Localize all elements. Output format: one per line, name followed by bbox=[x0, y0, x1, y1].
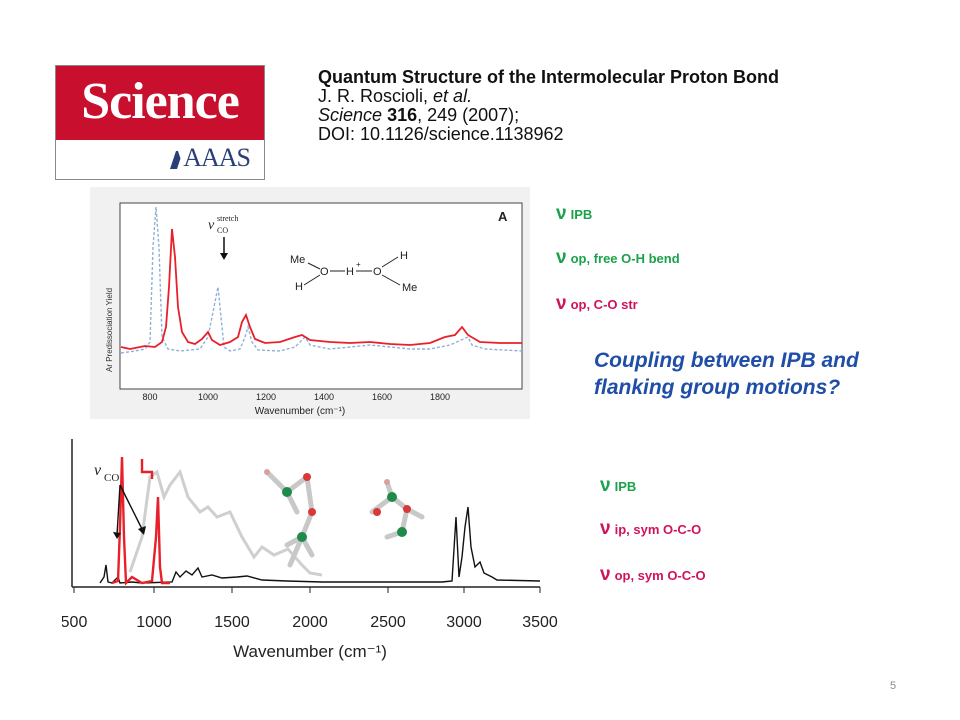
molecule-o2: O bbox=[373, 266, 382, 278]
spectrum-b-xtick: 1000 bbox=[136, 614, 172, 631]
mode-top-ipb: ν IPB bbox=[556, 203, 593, 224]
molecule-h-center: H bbox=[346, 266, 354, 278]
spectrum-b-xtick: 500 bbox=[62, 614, 87, 631]
spectrum-a-blue-trace bbox=[120, 206, 523, 354]
arrow-head-icon bbox=[138, 526, 146, 535]
spectrum-a-xtick: 800 bbox=[142, 392, 157, 402]
coupling-question: Coupling between IPB and flanking group … bbox=[594, 349, 859, 399]
science-logo: Science AAAS bbox=[55, 65, 265, 180]
spectrum-a-xtick: 1400 bbox=[314, 392, 334, 402]
spectrum-a-red-trace bbox=[120, 228, 522, 350]
citation: Quantum Structure of the Intermolecular … bbox=[318, 68, 838, 144]
molecule-bonds bbox=[303, 256, 401, 286]
spectrum-a-xticks: 800 1000 1200 1400 1600 1800 bbox=[142, 392, 450, 402]
mode-top-co-str: ν op, C-O str bbox=[556, 293, 638, 314]
mode-bottom-op-sym-oco: ν op, sym O-C-O bbox=[600, 564, 706, 585]
citation-reference: Science 316, 249 (2007); bbox=[318, 105, 520, 125]
spectrum-a-xtick: 1600 bbox=[372, 392, 392, 402]
logo-wordmark: Science bbox=[81, 73, 240, 130]
spectrum-b-xtick: 2500 bbox=[370, 614, 406, 631]
mode-top-free-oh-bend: ν op, free O-H bend bbox=[556, 247, 680, 268]
spectrum-b-black-trace bbox=[99, 506, 541, 584]
spectrum-a-xtick: 1800 bbox=[430, 392, 450, 402]
spectrum-b-xlabel: Wavenumber (cm⁻¹) bbox=[233, 642, 387, 661]
spectrum-a-annotation: ν stretch CO bbox=[208, 214, 238, 235]
mode-bottom-ip-sym-oco: ν ip, sym O-C-O bbox=[600, 518, 702, 539]
spectrum-a-xtick: 1000 bbox=[198, 392, 218, 402]
spectrum-b-xticks: 500 1000 1500 2000 2500 3000 3500 bbox=[62, 614, 558, 631]
aaas-mark-icon bbox=[170, 151, 185, 169]
molecule-structure-1 bbox=[264, 469, 316, 568]
citation-doi: DOI: 10.1126/science.1138962 bbox=[318, 124, 564, 144]
arrow-head-icon bbox=[113, 532, 121, 539]
spectrum-b-red-trace bbox=[111, 456, 170, 586]
spectrum-a-panel-label: A bbox=[498, 209, 508, 224]
molecule-h2: H bbox=[400, 250, 408, 262]
molecule-structure-2 bbox=[369, 479, 425, 540]
spectrum-b: ν CO 500 1000 1500 bbox=[62, 439, 558, 661]
mode-bottom-ipb: ν IPB bbox=[600, 475, 637, 496]
arrow-head-icon bbox=[220, 253, 228, 260]
logo-red-band bbox=[56, 66, 264, 140]
spectrum-a-xtick: 1200 bbox=[256, 392, 276, 402]
molecule-me2: Me bbox=[402, 282, 417, 294]
citation-title: Quantum Structure of the Intermolecular … bbox=[318, 67, 780, 87]
annotation-nu: ν bbox=[208, 218, 215, 233]
molecule-h1: H bbox=[295, 281, 303, 293]
spectrum-a-xlabel: Wavenumber (cm⁻¹) bbox=[255, 406, 345, 417]
spectrum-b-xtick: 3000 bbox=[446, 614, 482, 631]
red-bracket bbox=[140, 459, 154, 479]
spectrum-b-gray-trace bbox=[128, 468, 323, 577]
annotation-sub: CO bbox=[104, 472, 119, 484]
molecule-plus: + bbox=[356, 260, 361, 269]
spectrum-b-xtick: 3500 bbox=[522, 614, 558, 631]
spectrum-b-xtick: 1500 bbox=[214, 614, 250, 631]
annotation-sup: stretch bbox=[217, 214, 238, 223]
molecule-o1: O bbox=[320, 266, 329, 278]
spectrum-b-xtick: 2000 bbox=[292, 614, 328, 631]
spectrum-b-annotation: ν CO bbox=[94, 462, 119, 484]
annotation-arrows bbox=[116, 484, 143, 536]
citation-authors: J. R. Roscioli, et al. bbox=[318, 86, 473, 106]
spectrum-b-tickmarks bbox=[73, 587, 541, 593]
logo-aaas: AAAS bbox=[183, 143, 251, 172]
annotation-sub: CO bbox=[217, 226, 228, 235]
molecule-me1: Me bbox=[290, 254, 305, 266]
page-number: 5 bbox=[890, 680, 897, 692]
spectrum-a-ylabel: Ar Predissociation Yield bbox=[105, 288, 114, 372]
spectrum-a: Ar Predissociation Yield A 800 1000 1200… bbox=[90, 187, 530, 419]
annotation-nu: ν bbox=[94, 462, 102, 479]
molecule-diagram: Me H O H + O H Me bbox=[290, 250, 417, 294]
